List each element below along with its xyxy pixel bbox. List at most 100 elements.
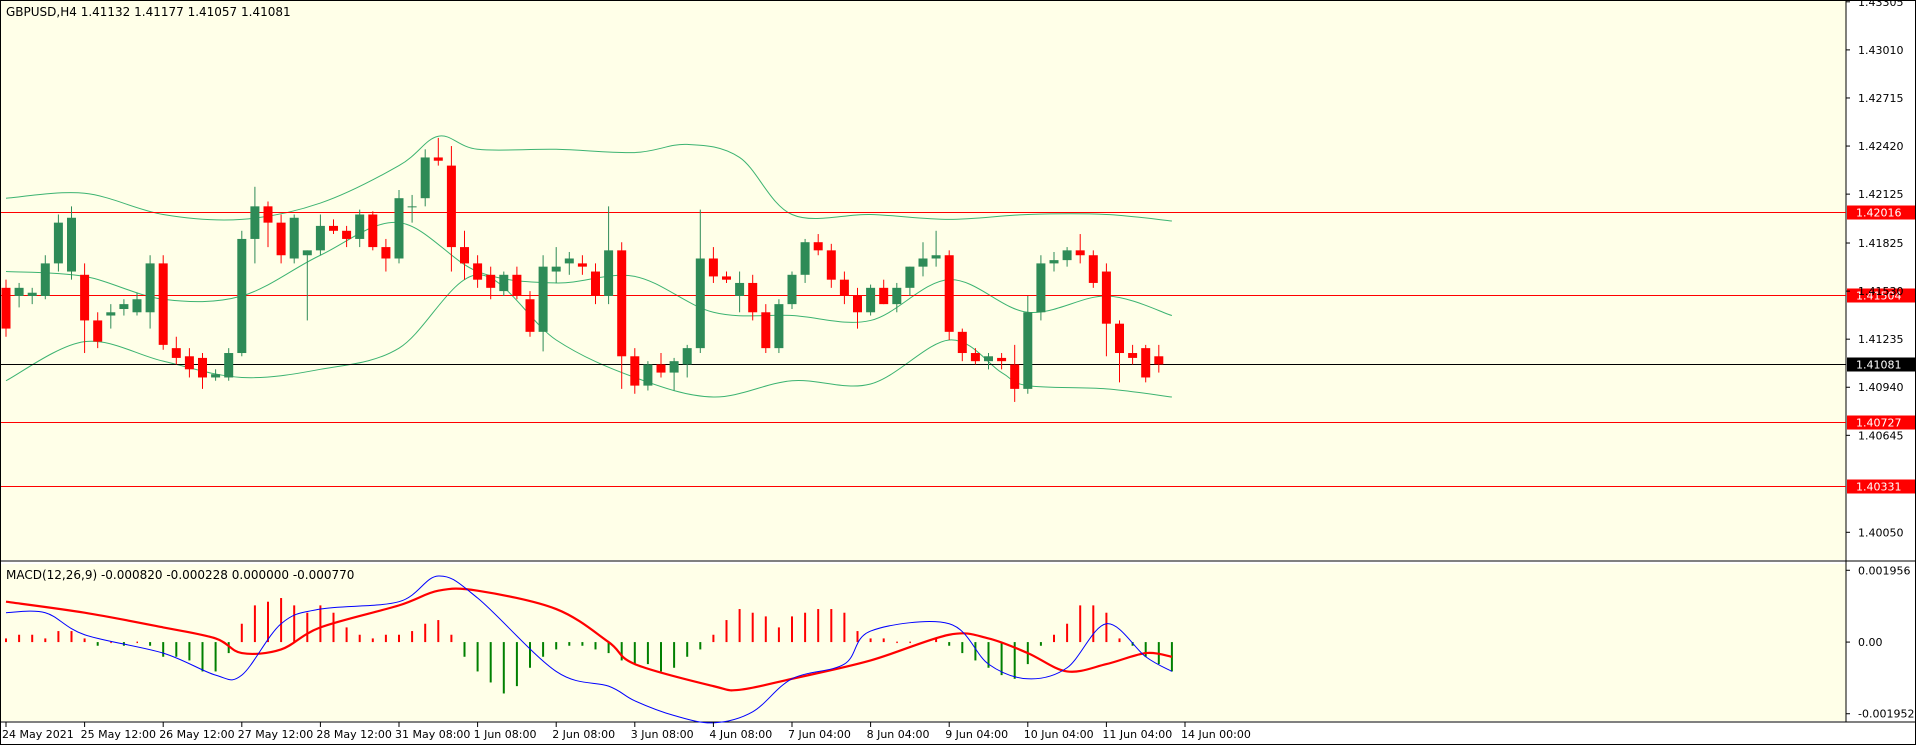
bull-candle	[800, 242, 810, 275]
bull-candle	[538, 266, 548, 332]
bear-candle	[708, 258, 718, 277]
bear-candle	[368, 214, 378, 248]
bull-candle	[984, 356, 993, 362]
time-tick-label: 1 Jun 08:00	[474, 728, 537, 741]
bull-candle	[315, 225, 325, 251]
bear-candle	[997, 357, 1007, 362]
bear-candle	[446, 165, 456, 248]
bear-candle	[722, 276, 731, 280]
price-axis[interactable]: 1.43305 1.43010 1.42715 1.42420 1.42125 1.418…	[1846, 0, 1904, 539]
main-pane-background[interactable]	[1, 1, 1846, 560]
bull-candle	[420, 157, 430, 199]
time-tick-label: 4 Jun 08:00	[709, 728, 772, 741]
bear-candle	[1141, 348, 1151, 378]
level-tag-3	[1847, 415, 1915, 430]
bull-candle	[1036, 263, 1046, 313]
bull-candle	[119, 304, 129, 310]
bull-candle	[866, 287, 876, 313]
bear-candle	[1088, 255, 1098, 283]
bull-candle	[892, 287, 902, 305]
macd-tick-label: 0.00	[1858, 636, 1883, 649]
bear-candle	[1010, 364, 1020, 389]
time-axis[interactable]: 24 May 2021 25 May 12:00 26 May 12:00 27 Ma…	[2, 722, 1251, 741]
bear-candle	[748, 282, 758, 313]
time-tick-label: 2 Jun 08:00	[552, 728, 615, 741]
horizontal-levels[interactable]: 1.42016 1.41504 1.40727 1.40331 1.41081	[1, 205, 1915, 494]
bull-candle	[106, 312, 116, 316]
bear-candle	[263, 206, 273, 223]
bear-candle	[970, 353, 980, 362]
bear-candle	[486, 274, 496, 288]
bear-candle	[879, 287, 889, 305]
time-tick-label: 26 May 12:00	[159, 728, 234, 741]
bull-candle	[145, 263, 155, 313]
level-tag-4	[1847, 479, 1915, 494]
bull-candle	[211, 374, 221, 378]
bear-candle	[761, 312, 771, 349]
bear-candle	[591, 271, 600, 296]
price-tick-label: 1.43305	[1858, 0, 1904, 9]
bull-candle	[499, 274, 509, 292]
bear-candle	[957, 331, 967, 354]
candles	[1, 137, 1164, 402]
bull-candle	[564, 258, 574, 264]
bull-candle	[1049, 260, 1059, 264]
bull-candle	[394, 198, 404, 259]
bear-candle	[473, 263, 483, 280]
bear-candle	[853, 295, 862, 313]
bear-candle	[630, 356, 640, 386]
bull-candle	[302, 250, 312, 256]
price-tick-label: 1.41530	[1858, 285, 1904, 298]
current-price-tag	[1847, 357, 1915, 372]
bollinger-upper-line	[5, 135, 1172, 222]
bear-candle	[329, 225, 338, 231]
level-label-1: 1.42016	[1856, 207, 1902, 220]
bear-candle	[1128, 353, 1138, 358]
bull-candle	[407, 206, 417, 208]
bear-candle	[617, 250, 627, 357]
time-tick-label: 14 Jun 00:00	[1181, 728, 1251, 741]
price-tick-label: 1.40050	[1858, 526, 1904, 539]
bull-candle	[53, 222, 63, 264]
bear-candle	[1075, 250, 1085, 256]
bull-candle	[669, 361, 679, 373]
bear-candle	[525, 299, 535, 332]
macd-hist-dot	[909, 641, 911, 644]
bear-candle	[1115, 323, 1124, 354]
time-tick-label: 10 Jun 04:00	[1024, 728, 1094, 741]
macd-indicator	[5, 575, 1173, 724]
time-tick-label: 7 Jun 04:00	[788, 728, 851, 741]
bear-candle	[158, 263, 168, 345]
price-tick-label: 1.42420	[1858, 140, 1904, 153]
bull-candle	[735, 282, 745, 296]
level-label-4: 1.40331	[1856, 481, 1902, 494]
bear-candle	[656, 364, 666, 373]
time-tick-label: 28 May 12:00	[316, 728, 391, 741]
time-tick-label: 3 Jun 08:00	[631, 728, 694, 741]
bull-candle	[604, 250, 614, 296]
price-tick-label: 1.43010	[1858, 44, 1904, 57]
time-tick-label: 9 Jun 04:00	[945, 728, 1008, 741]
level-tag-1	[1847, 205, 1915, 220]
bull-candle	[355, 214, 365, 239]
time-tick-label: 25 May 12:00	[81, 728, 156, 741]
bull-candle	[918, 258, 928, 267]
macd-hist-dot	[110, 641, 112, 644]
macd-tick-label: -0.001952	[1858, 708, 1914, 721]
bear-candle	[381, 247, 391, 259]
bear-candle	[944, 255, 954, 332]
bull-candle	[250, 206, 260, 239]
bull-candle	[67, 217, 76, 272]
bear-candle	[577, 263, 587, 267]
macd-info-title: MACD(12,26,9) -0.000820 -0.000228 0.0000…	[6, 568, 354, 582]
bull-candle	[132, 299, 142, 313]
bear-candle	[433, 157, 443, 161]
price-tick-label: 1.40940	[1858, 381, 1904, 394]
bear-candle	[198, 357, 207, 378]
bull-candle	[695, 258, 705, 349]
price-tick-label: 1.41235	[1858, 333, 1904, 346]
time-tick-label: 11 Jun 04:00	[1102, 728, 1172, 741]
price-tick-label: 1.41825	[1858, 237, 1904, 250]
